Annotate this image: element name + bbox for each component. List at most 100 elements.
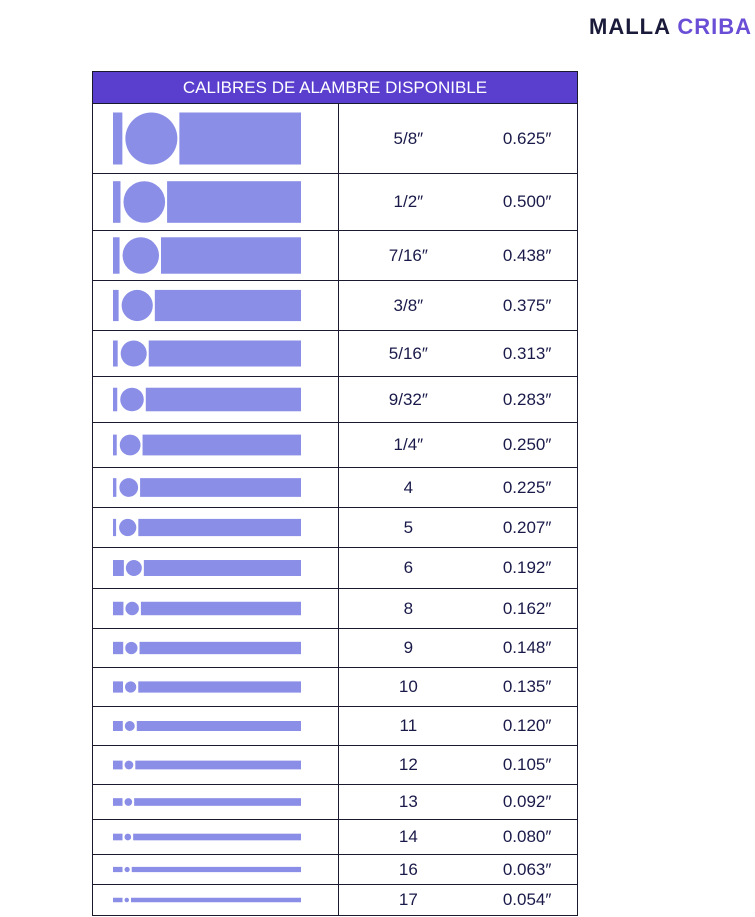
wire-bar [154,289,301,322]
wire-circle [119,518,137,537]
wire-gauge-table: CALIBRES DE ALAMBRE DISPONIBLE 5/8″ 0.625… [92,71,578,916]
table-row: 5 0.207″ [93,508,577,548]
table-row: 12 0.105″ [93,746,577,785]
table-row: 17 0.054″ [93,885,577,916]
wire-bar [143,560,301,576]
wire-cross-section-cell [93,331,340,376]
wire-cross-section-cell [93,885,340,915]
gauge-size: 5/16″ [388,343,428,363]
wire-circle [124,760,134,770]
gauge-decimal: 0.250″ [502,435,552,454]
table-row: 3/8″ 0.375″ [93,281,577,331]
wire-bar [133,833,301,841]
wire-circle [125,681,137,693]
gauge-size: 16 [398,859,418,879]
table-row: 5/16″ 0.313″ [93,331,577,377]
wire-cross-section-cell [93,281,340,330]
wire-bar [167,181,301,223]
table-row: 13 0.092″ [93,785,577,820]
wire-bar [135,760,301,770]
wire-bar [138,681,301,693]
brand-part1: MALLA [589,14,671,39]
gauge-decimal: 0.207″ [502,517,552,537]
gauge-decimal: 0.225″ [502,477,552,497]
gauge-decimal: 0.192″ [502,558,552,577]
wire-end-square [113,760,123,770]
gauge-decimal: 0.500″ [502,192,552,211]
wire-cross-section-cell [93,668,340,706]
wire-end-square [113,518,117,537]
gauge-decimal: 0.283″ [502,389,552,409]
wire-cross-section-icon [113,641,301,655]
gauge-decimal: 0.105″ [502,755,552,774]
gauge-size: 4 [403,477,414,497]
table-row: 9 0.148″ [93,629,577,668]
wire-end-square [113,434,117,456]
wire-cross-section-cell [93,508,340,547]
wire-bar [134,798,301,806]
wire-end-square [113,721,123,731]
brand-logo: MALLA CRIBA [589,14,752,40]
gauge-size: 8 [403,598,414,618]
brand-part2: CRIBA [677,14,752,39]
wire-cross-section-cell [93,707,340,745]
wire-end-square [113,798,123,806]
gauge-size: 9 [403,638,414,657]
gauge-decimal: 0.120″ [502,716,552,735]
wire-cross-section-icon [113,289,301,322]
table-body: 5/8″ 0.625″ 1/2″ 0.500″ 7/16″ 0.438″ 3/8″ 0.375… [93,104,577,916]
wire-circle [125,560,142,576]
gauge-decimal: 0.080″ [502,827,552,846]
table-row: 6 0.192″ [93,548,577,589]
wire-circle [119,478,139,497]
wire-cross-section-icon [113,478,301,497]
wire-bar [161,237,301,274]
table-row: 10 0.135″ [93,668,577,707]
gauge-size: 1/2″ [393,192,424,211]
wire-cross-section-icon [113,798,301,806]
wire-circle [120,387,144,412]
gauge-decimal: 0.162″ [502,598,552,618]
gauge-size: 11 [399,716,418,735]
gauge-size: 3/8″ [393,295,424,315]
wire-cross-section-icon [113,181,301,223]
wire-cross-section-icon [113,721,301,731]
wire-end-square [113,181,121,223]
gauge-size: 5 [403,517,414,537]
gauge-decimal: 0.313″ [502,343,552,363]
gauge-size: 6 [403,558,414,577]
wire-bar [138,518,301,537]
gauge-decimal: 0.135″ [502,677,552,696]
wire-cross-section-cell [93,231,340,280]
wire-cross-section-icon [113,897,301,903]
gauge-decimal: 0.063″ [502,859,552,879]
wire-bar [130,897,301,903]
wire-cross-section-cell [93,468,340,507]
gauge-decimal: 0.092″ [502,792,552,811]
wire-end-square [113,387,118,412]
gauge-size: 9/32″ [388,389,428,409]
wire-end-square [113,641,124,655]
table-row: 8 0.162″ [93,589,577,629]
gauge-size: 17 [398,890,418,909]
wire-cross-section-icon [113,518,301,537]
wire-end-square [113,833,123,841]
wire-cross-section-cell [93,423,340,467]
wire-cross-section-cell [93,785,340,819]
wire-cross-section-icon [113,387,301,412]
wire-cross-section-icon [113,681,301,693]
gauge-size: 13 [398,792,418,811]
wire-end-square [113,340,118,367]
wire-bar [145,387,301,412]
wire-circle [119,434,141,456]
wire-cross-section-icon [113,434,301,456]
wire-circle [124,721,135,731]
table-row: 5/8″ 0.625″ [93,104,577,174]
wire-end-square [113,112,123,165]
gauge-size: 10 [398,677,418,696]
wire-cross-section-cell [93,855,340,884]
wire-cross-section-icon [113,866,301,873]
wire-circle [124,866,130,873]
wire-circle [124,798,133,806]
wire-bar [136,721,301,731]
